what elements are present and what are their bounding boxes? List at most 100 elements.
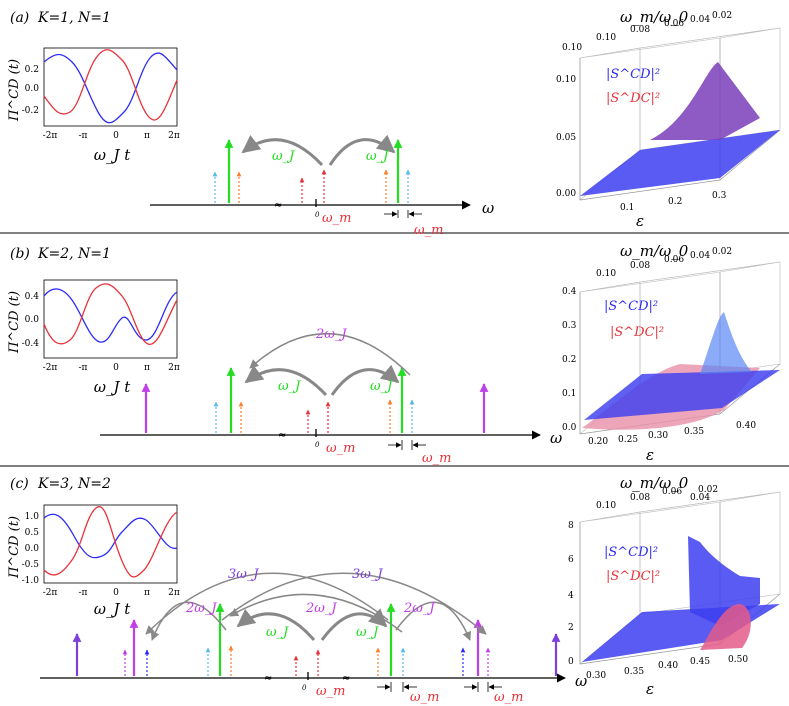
z-tick: 0.2 <box>562 355 576 365</box>
plot3d-title: ω_m/ω_0 <box>620 474 689 492</box>
x-tick: 0.40 <box>736 421 756 431</box>
back-tick: 0.06 <box>662 487 682 497</box>
z-tick: 0.1 <box>562 389 576 399</box>
legend-dc: |S^DC|² <box>606 91 660 106</box>
inset-xtick: -2π <box>43 588 58 598</box>
panel-params: K=1, N=1 <box>37 10 111 26</box>
inset-ytick: 0.0 <box>25 315 40 325</box>
z-tick: 0.10 <box>562 43 582 53</box>
inset-frame <box>43 47 178 127</box>
box-edge <box>579 27 781 59</box>
inset-curve-red <box>43 49 178 121</box>
inset-xtick: π <box>144 131 150 141</box>
omega-m-label: ω_m <box>410 690 439 705</box>
inset-xtick: 0 <box>113 363 119 373</box>
inset-ylabel: Π^CD (t) <box>7 59 22 122</box>
inset-ylabel: Π^CD (t) <box>7 516 22 579</box>
arc-label: 3ω_J <box>228 567 259 582</box>
surface-cd <box>584 370 780 420</box>
box-edge <box>579 261 781 293</box>
z-tick: 0.0 <box>562 423 577 433</box>
axis-break: ≈ <box>274 200 282 211</box>
axis-break: ≈ <box>264 673 272 684</box>
inset-ytick: 0.0 <box>25 84 40 94</box>
inset-plot: 0.4 0.0 -0.4 -2π -π 0 π 2π ω_J t Π^CD (t… <box>7 279 180 396</box>
plot3d-title: ω_m/ω_0 <box>620 242 689 260</box>
inset-curve-blue <box>43 288 178 343</box>
back-tick: 0.04 <box>690 15 710 25</box>
zero-label: 0 <box>315 441 320 449</box>
transition-arc <box>229 593 403 633</box>
zero-label: 0 <box>302 684 307 692</box>
omega-label: ω <box>575 672 587 690</box>
surface-dc <box>650 62 760 140</box>
arc-label: 2ω_J <box>315 327 347 342</box>
spectrum-diagram: ω ≈ 0 ω_m ω_J ω_J ω_m <box>150 134 494 238</box>
surface-cd-peak <box>688 536 760 626</box>
inset-xtick: -2π <box>43 363 58 373</box>
x-label: ε <box>646 680 654 698</box>
back-tick: 0.06 <box>664 255 684 265</box>
plot3d-title: ω_m/ω_0 <box>620 8 689 26</box>
x-tick: 0.30 <box>586 671 606 681</box>
inset-curve-red <box>43 283 178 345</box>
inset-xtick: 2π <box>168 363 180 373</box>
transition-arc <box>320 608 388 641</box>
inset-curve-red <box>43 506 178 578</box>
inset-ytick: 0.0 <box>25 544 40 554</box>
back-tick: 0.08 <box>630 25 650 35</box>
panel-label: (b) <box>10 246 30 262</box>
x-tick: 0.30 <box>648 431 668 441</box>
inset-plot: 1.0 0.5 0.0 -0.5 -1.0 -2π -π 0 π 2π ω_J … <box>7 504 180 618</box>
transition-arc <box>328 134 396 166</box>
z-tick: 2 <box>568 623 574 633</box>
arc-label: ω_J <box>266 625 289 640</box>
arc-label: ω_J <box>278 379 301 394</box>
inset-ytick: 0.4 <box>25 292 40 302</box>
transition-arc <box>249 332 411 376</box>
x-tick: 0.35 <box>624 667 644 677</box>
arc-label: 3ω_J <box>352 567 383 582</box>
transition-arc <box>221 572 487 635</box>
surface-cd <box>582 604 780 662</box>
x-tick: 0.1 <box>620 203 634 213</box>
panel-params: K=3, N=2 <box>37 476 111 492</box>
panel-label: (c) <box>10 476 29 492</box>
inset-ylabel: Π^CD (t) <box>7 291 22 354</box>
surface-plot-3d: ω_m/ω_0 0.10 0.08 0.06 0.04 0.02 0.4 0.3… <box>562 242 781 464</box>
z-tick: 0 <box>568 657 574 667</box>
inset-xlabel: ω_J t <box>94 378 132 396</box>
inset-xtick: -π <box>79 363 88 373</box>
transition-arc <box>145 572 389 635</box>
arc-label: 2ω_J <box>403 601 435 616</box>
x-tick: 0.35 <box>684 427 704 437</box>
x-tick: 0.25 <box>618 435 638 445</box>
inset-frame <box>43 504 178 584</box>
omega-label: ω <box>482 199 494 217</box>
box-edge <box>719 129 781 181</box>
inset-xtick: π <box>144 363 150 373</box>
z-tick: 0.3 <box>562 321 577 331</box>
legend-cd: |S^CD|² <box>606 67 660 82</box>
inset-xtick: π <box>144 588 150 598</box>
omega-m-label: ω_m <box>422 451 451 466</box>
transition-arc <box>236 608 316 641</box>
box-edge <box>579 179 721 201</box>
transition-arc <box>395 601 471 641</box>
transition-arc <box>241 134 324 167</box>
panel-params: K=2, N=1 <box>37 246 111 262</box>
z-tick: 4 <box>568 591 574 601</box>
x-tick: 0.20 <box>588 437 608 447</box>
inset-xlabel: ω_J t <box>94 146 132 164</box>
arc-label: ω_J <box>366 149 389 164</box>
inset-ytick: -0.4 <box>22 339 40 349</box>
back-tick: 0.02 <box>712 247 732 257</box>
omega-m-label: ω_m <box>326 441 355 456</box>
legend-dc: |S^DC|² <box>610 325 664 340</box>
inset-xtick: 0 <box>113 588 119 598</box>
back-tick: 0.10 <box>596 33 616 43</box>
box-edge <box>579 643 721 665</box>
panel-a: (a) K=1, N=1 0.2 0.0 -0.2 -2π -π 0 π 2π … <box>7 8 781 238</box>
back-tick: 0.02 <box>712 11 732 21</box>
